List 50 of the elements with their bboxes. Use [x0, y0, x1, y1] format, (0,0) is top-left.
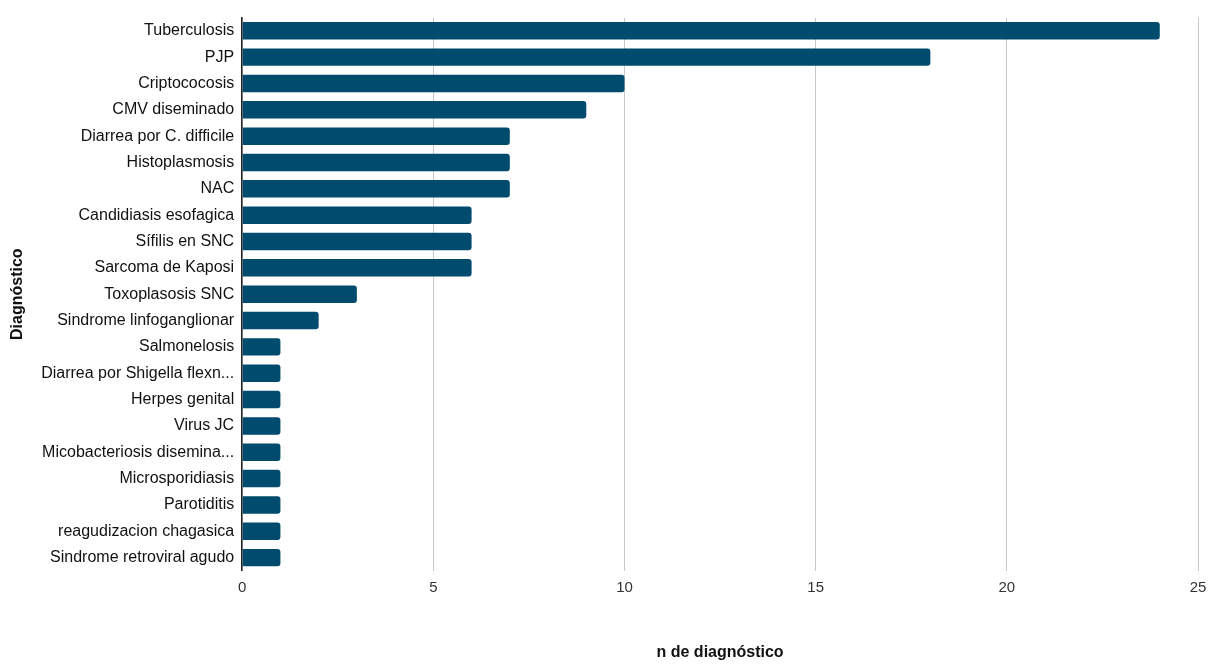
bar: [242, 206, 472, 224]
y-tick-label: PJP: [204, 47, 235, 65]
y-tick-label: Sindrome linfoganglionar: [57, 310, 235, 328]
y-tick-label: Tuberculosis: [144, 21, 235, 39]
bar: [242, 180, 510, 198]
y-tick-label: Sífilis en SNC: [135, 231, 235, 249]
y-tick-label: Criptococosis: [138, 73, 235, 91]
bar: [242, 153, 510, 172]
y-tick-label: Sindrome retroviral agudo: [50, 548, 235, 566]
x-tick-label: 20: [998, 577, 1016, 595]
bar: [242, 101, 587, 119]
bar: [242, 259, 472, 277]
y-tick-label: NAC: [200, 179, 235, 197]
bar: [242, 469, 281, 488]
y-tick-label: Herpes genital: [131, 389, 235, 407]
bar: [242, 232, 472, 251]
y-tick-label: Microsporidiasis: [119, 469, 235, 487]
x-tick-label: 15: [807, 577, 825, 595]
bar: [242, 417, 281, 435]
y-axis-title: Diagnóstico: [8, 248, 26, 340]
y-tick-label: Parotiditis: [163, 495, 235, 513]
bar: [242, 74, 625, 93]
y-tick-label: Diarrea por Shigella flexn...: [41, 363, 235, 381]
x-tick-label: 10: [616, 577, 633, 595]
y-tick-label: Candidiasis esofagica: [78, 205, 235, 223]
bar: [242, 522, 281, 541]
y-tick-label: Diarrea por C. difficile: [80, 126, 235, 144]
y-tick-label: Micobacteriosis disemina...: [42, 442, 235, 460]
bar: [242, 311, 319, 330]
x-tick-label: 0: [238, 577, 247, 595]
bar: [242, 285, 357, 303]
bar: [242, 364, 281, 382]
x-tick-label: 5: [429, 577, 438, 595]
y-tick-label: Sarcoma de Kaposi: [94, 258, 235, 276]
bar: [242, 548, 281, 567]
y-tick-label: reagudizacion chagasica: [58, 521, 235, 539]
bar: [242, 127, 510, 145]
x-axis-title: n de diagnóstico: [656, 642, 784, 660]
bar: [242, 48, 931, 66]
bar: [242, 390, 281, 409]
y-tick-label: Virus JC: [174, 416, 235, 434]
y-tick-label: CMV diseminado: [112, 100, 235, 118]
bar: [242, 338, 281, 356]
x-tick-label: 25: [1189, 577, 1207, 595]
y-tick-label: Histoplasmosis: [126, 152, 235, 170]
y-tick-label: Salmonelosis: [139, 337, 235, 355]
y-tick-label: Toxoplasosis SNC: [104, 284, 235, 302]
bar: [242, 496, 281, 514]
bar: [242, 22, 1160, 40]
bar: [242, 443, 281, 461]
